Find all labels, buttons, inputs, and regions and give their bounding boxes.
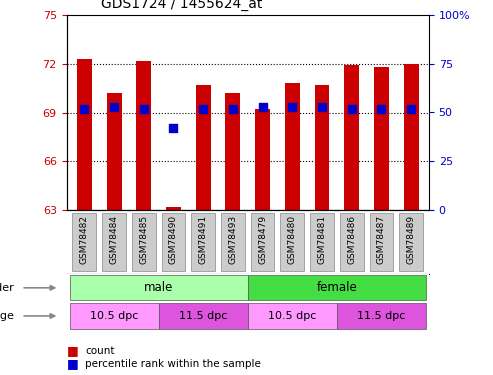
FancyBboxPatch shape bbox=[102, 213, 126, 271]
Text: GSM78482: GSM78482 bbox=[80, 215, 89, 264]
Point bbox=[170, 125, 177, 131]
Point bbox=[288, 104, 296, 110]
Text: male: male bbox=[144, 281, 174, 294]
Bar bbox=[196, 85, 211, 210]
Point bbox=[110, 104, 118, 110]
Bar bbox=[225, 93, 240, 210]
Bar bbox=[166, 207, 181, 210]
Text: 10.5 dpc: 10.5 dpc bbox=[90, 311, 138, 321]
Text: 11.5 dpc: 11.5 dpc bbox=[357, 311, 406, 321]
FancyBboxPatch shape bbox=[132, 213, 156, 271]
Bar bbox=[159, 303, 248, 328]
FancyBboxPatch shape bbox=[251, 213, 275, 271]
Bar bbox=[255, 109, 270, 210]
Text: count: count bbox=[85, 346, 115, 355]
Text: GDS1724 / 1455624_at: GDS1724 / 1455624_at bbox=[101, 0, 262, 11]
Text: GSM78493: GSM78493 bbox=[228, 215, 238, 264]
FancyBboxPatch shape bbox=[310, 213, 334, 271]
Text: GSM78490: GSM78490 bbox=[169, 215, 178, 264]
Bar bbox=[248, 303, 337, 328]
Bar bbox=[337, 303, 426, 328]
Text: GSM78485: GSM78485 bbox=[140, 215, 148, 264]
Text: GSM78487: GSM78487 bbox=[377, 215, 386, 264]
Point bbox=[140, 106, 148, 112]
FancyBboxPatch shape bbox=[191, 213, 215, 271]
Text: ■: ■ bbox=[67, 357, 78, 370]
Point bbox=[259, 104, 267, 110]
Point bbox=[378, 106, 386, 112]
FancyBboxPatch shape bbox=[340, 213, 363, 271]
Text: female: female bbox=[317, 281, 357, 294]
Bar bbox=[137, 60, 151, 210]
Text: GSM78479: GSM78479 bbox=[258, 215, 267, 264]
Bar bbox=[315, 85, 329, 210]
Text: GSM78484: GSM78484 bbox=[109, 215, 119, 264]
FancyBboxPatch shape bbox=[72, 213, 96, 271]
Point bbox=[80, 106, 88, 112]
Point bbox=[229, 106, 237, 112]
Text: gender: gender bbox=[0, 283, 14, 293]
Text: GSM78489: GSM78489 bbox=[407, 215, 416, 264]
Text: GSM78491: GSM78491 bbox=[199, 215, 208, 264]
Point bbox=[199, 106, 207, 112]
Text: age: age bbox=[0, 311, 14, 321]
Bar bbox=[70, 303, 159, 328]
Bar bbox=[248, 275, 426, 300]
Bar bbox=[344, 65, 359, 210]
Text: percentile rank within the sample: percentile rank within the sample bbox=[85, 359, 261, 369]
Text: GSM78486: GSM78486 bbox=[347, 215, 356, 264]
Text: GSM78480: GSM78480 bbox=[288, 215, 297, 264]
Text: ■: ■ bbox=[67, 344, 78, 357]
Point bbox=[407, 106, 415, 112]
FancyBboxPatch shape bbox=[399, 213, 423, 271]
Point bbox=[318, 104, 326, 110]
FancyBboxPatch shape bbox=[370, 213, 393, 271]
Bar bbox=[404, 64, 419, 210]
FancyBboxPatch shape bbox=[281, 213, 304, 271]
Text: 10.5 dpc: 10.5 dpc bbox=[268, 311, 317, 321]
Text: GSM78481: GSM78481 bbox=[317, 215, 326, 264]
FancyBboxPatch shape bbox=[221, 213, 245, 271]
Bar bbox=[285, 83, 300, 210]
Text: 11.5 dpc: 11.5 dpc bbox=[179, 311, 227, 321]
Bar bbox=[374, 67, 389, 210]
FancyBboxPatch shape bbox=[162, 213, 185, 271]
Bar bbox=[77, 59, 92, 210]
Bar bbox=[70, 275, 248, 300]
Bar bbox=[106, 93, 121, 210]
Point bbox=[348, 106, 355, 112]
